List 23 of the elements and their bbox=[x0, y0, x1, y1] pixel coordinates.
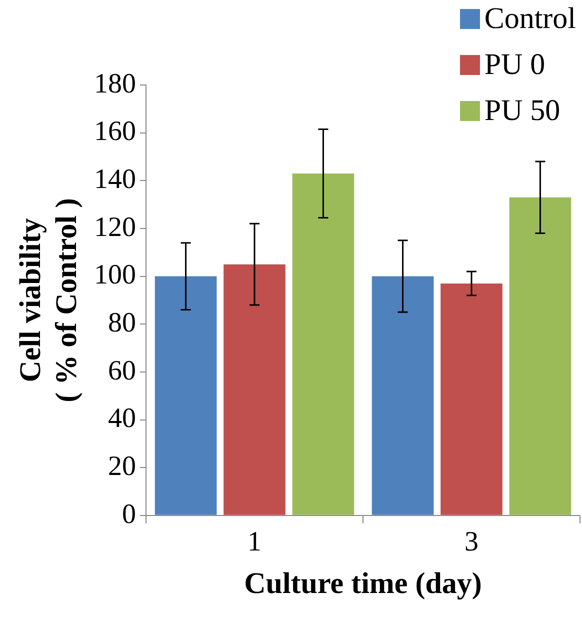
legend-label: Control bbox=[484, 1, 576, 37]
bar bbox=[154, 276, 217, 515]
y-tick-label: 120 bbox=[94, 212, 136, 243]
x-tick-label: 3 bbox=[464, 526, 478, 558]
y-tick-label: 60 bbox=[108, 355, 136, 386]
y-tick-label: 80 bbox=[108, 307, 136, 338]
legend-label: PU 50 bbox=[484, 93, 560, 129]
legend-label: PU 0 bbox=[484, 47, 546, 83]
y-tick-label: 140 bbox=[94, 164, 136, 196]
x-axis-title: Culture time (day) bbox=[244, 566, 482, 600]
y-tick-label: 100 bbox=[94, 260, 136, 291]
bar bbox=[509, 197, 572, 515]
y-tick-label: 20 bbox=[108, 450, 136, 482]
bar bbox=[440, 283, 502, 515]
bar bbox=[372, 276, 434, 515]
y-tick-label: 0 bbox=[122, 498, 136, 530]
x-tick-label: 1 bbox=[248, 526, 262, 558]
bar bbox=[224, 264, 286, 515]
bar bbox=[292, 173, 354, 515]
y-axis-title: Cell viability ( % of Control ) bbox=[14, 198, 83, 402]
y-tick-label: 180 bbox=[94, 68, 136, 100]
y-tick-label: 40 bbox=[108, 403, 136, 434]
y-tick-label: 160 bbox=[94, 116, 136, 148]
